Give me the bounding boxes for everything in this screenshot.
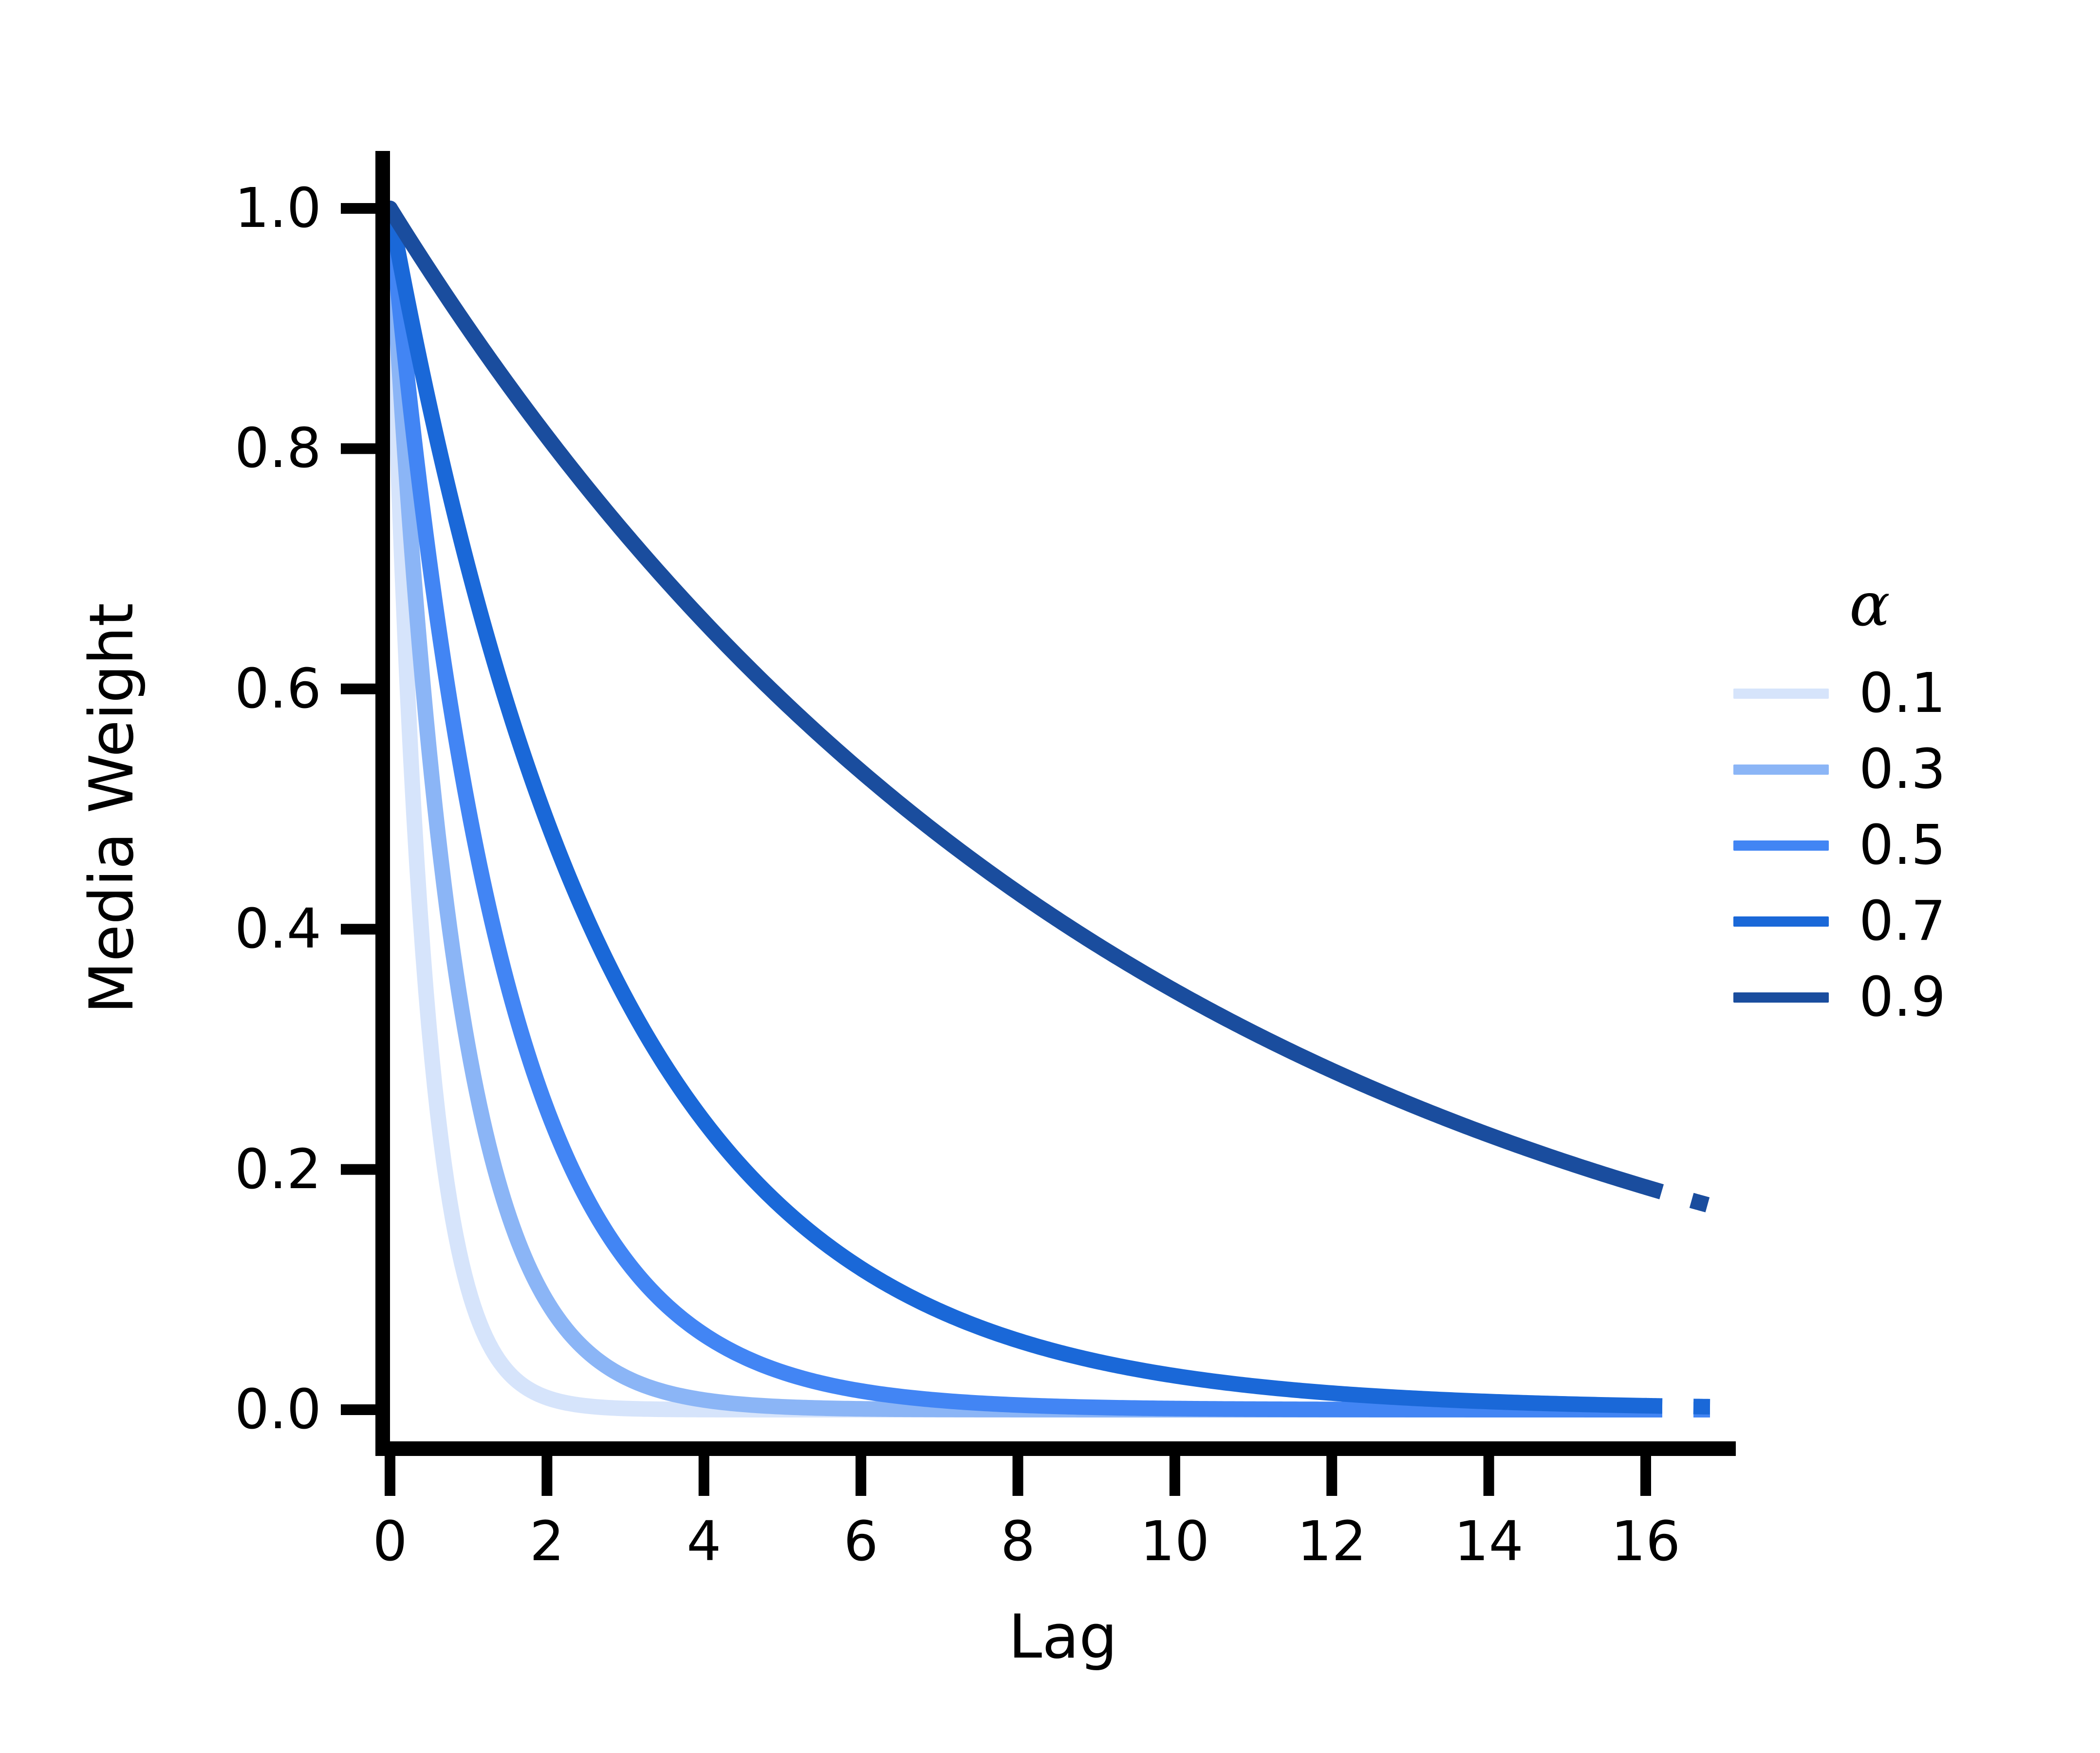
series-line-0-5 [382, 201, 1654, 1417]
series-line-0-3 [382, 201, 1654, 1417]
legend-label-0-1: 0.1 [1859, 662, 1946, 725]
x-tick-label-5: 10 [1140, 1510, 1210, 1573]
x-tick-label-2: 4 [687, 1510, 722, 1573]
x-tick-label-7: 14 [1454, 1510, 1524, 1573]
y-tick-label-3: 0.6 [234, 657, 321, 721]
series-layer [382, 201, 1734, 1417]
x-tick-label-6: 12 [1297, 1510, 1367, 1573]
x-tick-label-8: 16 [1611, 1510, 1681, 1573]
x-tick-label-0: 0 [372, 1510, 408, 1573]
legend-title: α [1849, 570, 1890, 640]
legend-label-0-9: 0.9 [1859, 966, 1946, 1029]
legend-item-0-7[interactable]: 0.7 [1733, 883, 2074, 959]
y-tick-label-2: 0.4 [234, 897, 321, 961]
y-tick-label-1: 0.2 [234, 1138, 321, 1201]
series-line-dotted-0-9 [1643, 1179, 1734, 1219]
x-tick-label-1: 2 [529, 1510, 565, 1573]
x-tick-label-4: 8 [1000, 1510, 1036, 1573]
legend-label-0-7: 0.7 [1859, 890, 1946, 953]
legend-item-0-5[interactable]: 0.5 [1733, 807, 2074, 883]
legend-swatch-0-9 [1733, 992, 1829, 1003]
legend-swatch-0-1 [1733, 688, 1829, 699]
x-axis-title: Lag [1008, 1602, 1117, 1672]
legend-item-0-9[interactable]: 0.9 [1733, 959, 2074, 1035]
legend-swatch-0-5 [1733, 840, 1829, 851]
y-tick-label-4: 0.8 [234, 417, 321, 481]
series-line-dotted-0-7 [1645, 1398, 1732, 1415]
series-line-0-1 [382, 201, 1654, 1417]
axes-layer [341, 151, 1736, 1496]
legend: α 0.1 0.3 0.5 0.7 0.9 [1733, 575, 2074, 1035]
legend-label-0-5: 0.5 [1859, 814, 1946, 877]
series-line-0-7 [382, 201, 1654, 1414]
legend-item-0-1[interactable]: 0.1 [1733, 655, 2074, 731]
legend-swatch-0-7 [1733, 916, 1829, 927]
legend-label-0-3: 0.3 [1859, 738, 1946, 801]
legend-swatch-0-3 [1733, 764, 1829, 775]
x-tick-label-3: 6 [843, 1510, 878, 1573]
y-tick-label-0: 0.0 [234, 1378, 321, 1441]
series-line-0-9 [382, 201, 1654, 1195]
y-tick-label-5: 1.0 [234, 177, 321, 240]
legend-rows: 0.1 0.3 0.5 0.7 0.9 [1733, 655, 2074, 1035]
legend-item-0-3[interactable]: 0.3 [1733, 731, 2074, 807]
y-axis-title: Media Weight [77, 603, 147, 1014]
